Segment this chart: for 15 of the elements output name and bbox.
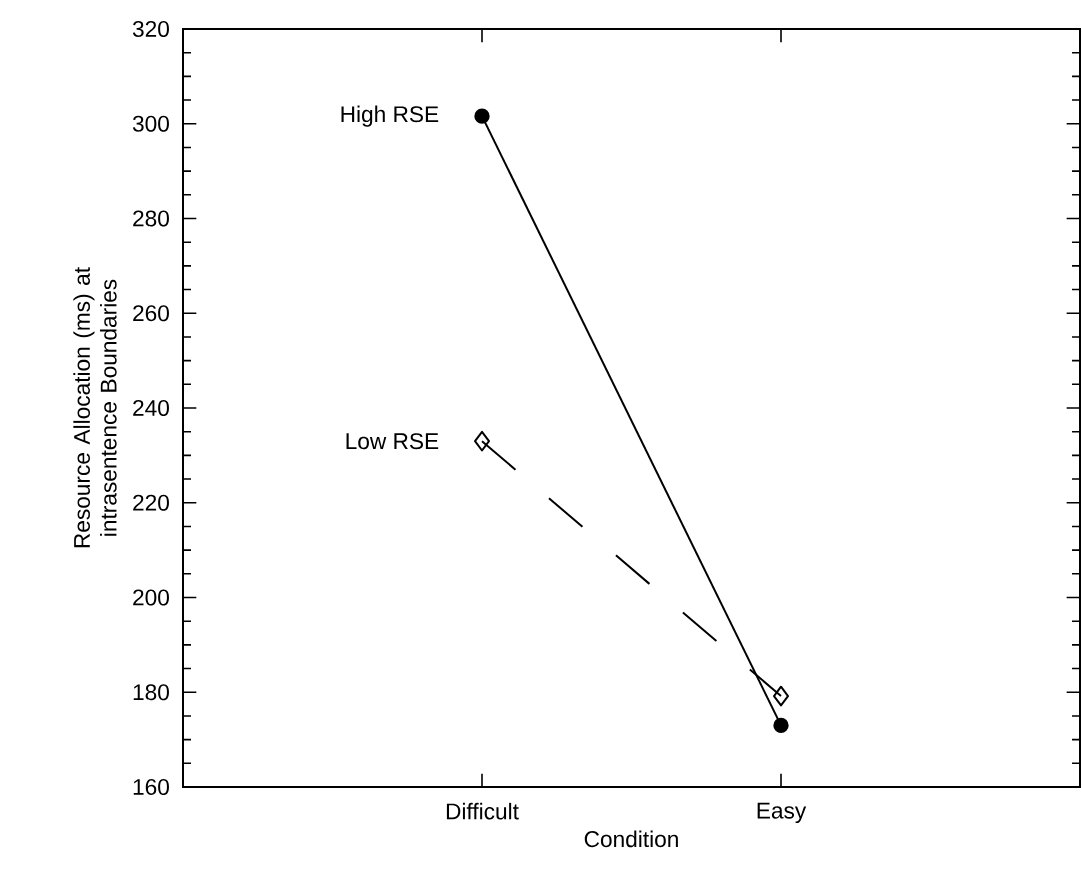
series-label: High RSE xyxy=(341,105,439,127)
x-tick-label: Easy xyxy=(757,802,807,824)
y-tick-label: 300 xyxy=(132,115,169,132)
y-tick-label: 320 xyxy=(132,20,169,38)
y-tick-label: 180 xyxy=(133,684,169,701)
y-tick-label: 260 xyxy=(133,305,169,322)
x-tick-label: Difficult xyxy=(446,802,519,820)
y-tick-label: 240 xyxy=(133,399,169,417)
y-tick-label: 220 xyxy=(133,494,169,511)
y-tick-label: 160 xyxy=(133,778,169,796)
y-tick-label: 200 xyxy=(133,589,169,606)
y-axis-title: Resource Allocation (ms) at intrasentence Boundaries xyxy=(73,267,117,548)
x-axis-title: Condition xyxy=(584,830,678,848)
series-label: Low RSE xyxy=(346,433,439,450)
y-tick-label: 280 xyxy=(133,210,169,227)
